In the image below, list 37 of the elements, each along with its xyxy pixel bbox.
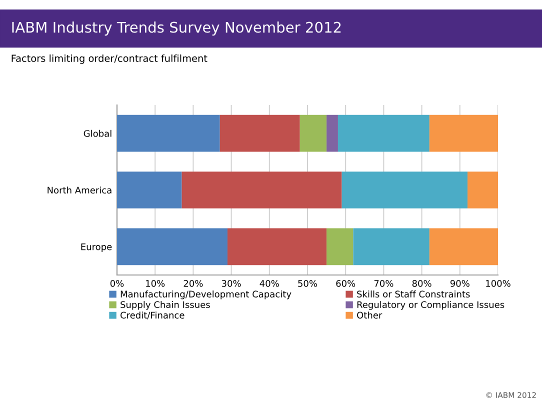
- x-tick-label: 100%: [486, 280, 510, 287]
- x-tick-label: 0%: [110, 280, 124, 287]
- bar: [338, 114, 430, 152]
- bar: [429, 228, 498, 266]
- bar: [300, 114, 327, 152]
- legend-label: Skills or Staff Constraints: [357, 290, 470, 298]
- bar: [326, 114, 338, 152]
- legend-label: Other: [357, 312, 382, 319]
- legend-label: Supply Chain Issues: [120, 301, 210, 310]
- bar: [326, 228, 354, 266]
- x-tick-label: 60%: [336, 280, 356, 287]
- bar: [353, 228, 430, 266]
- x-tick-label: 90%: [450, 280, 470, 287]
- chart-subtitle: Factors limiting order/contract fulfilment: [12, 54, 208, 64]
- bar: [342, 172, 468, 208]
- chart-title: IABM Industry Trends Survey November 2012: [12, 22, 341, 36]
- x-tick-label: 20%: [184, 280, 203, 287]
- legend-label: Manufacturing/Development Capacity: [120, 290, 292, 300]
- x-tick-label: 70%: [374, 280, 394, 287]
- bar: [468, 172, 498, 208]
- bar: [227, 228, 327, 266]
- bar: [117, 228, 228, 266]
- x-tick-label: 30%: [222, 280, 241, 287]
- x-tick-label: 10%: [146, 280, 165, 287]
- bar: [117, 114, 220, 152]
- bar: [117, 172, 182, 208]
- x-tick-label: 80%: [412, 280, 432, 287]
- x-tick-label: 40%: [260, 280, 279, 287]
- x-tick-label: 50%: [298, 280, 318, 287]
- y-tick-label: North America: [48, 186, 112, 194]
- legend-label: Regulatory or Compliance Issues: [357, 301, 504, 310]
- legend-label: Credit/Finance: [120, 312, 184, 320]
- bar: [182, 172, 342, 208]
- y-tick-label: Global: [84, 130, 112, 137]
- bar: [220, 114, 300, 152]
- y-tick-label: Europe: [81, 244, 112, 252]
- bar: [429, 114, 498, 152]
